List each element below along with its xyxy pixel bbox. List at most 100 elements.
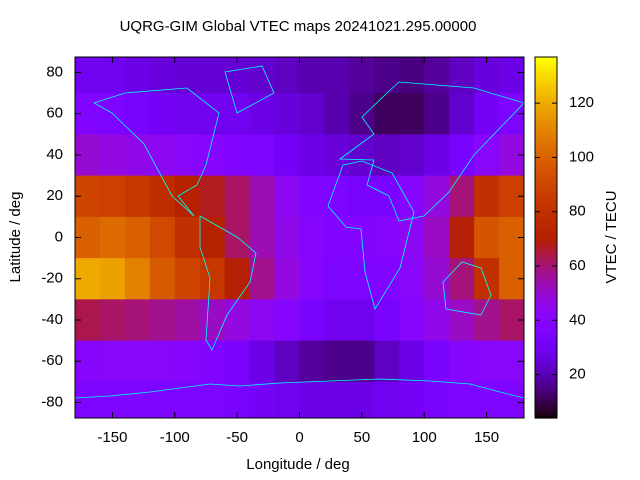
- heatmap-cell: [374, 258, 400, 300]
- heatmap-cell: [424, 340, 450, 383]
- heatmap-cell: [449, 340, 475, 383]
- heatmap-cell: [124, 93, 151, 135]
- colorbar-swatch: [535, 57, 557, 61]
- heatmap-cell: [424, 93, 450, 135]
- x-tick-label: 100: [412, 429, 437, 446]
- heatmap-cell: [249, 175, 276, 218]
- x-tick-label: 150: [474, 429, 499, 446]
- colorbar-swatch: [535, 198, 557, 202]
- heatmap-cell: [199, 258, 226, 300]
- heatmap-cell: [499, 57, 524, 94]
- heatmap-cell: [349, 134, 375, 177]
- heatmap-cell: [299, 340, 325, 383]
- colorbar-swatch: [535, 222, 557, 227]
- heatmap-cell: [499, 381, 524, 418]
- colorbar-swatch: [535, 390, 557, 395]
- coastline: [442, 261, 492, 316]
- heatmap-cell: [274, 299, 300, 342]
- colorbar-swatch: [535, 87, 557, 91]
- colorbar-swatch: [535, 345, 557, 350]
- heatmap-cell: [199, 299, 226, 342]
- colorbar-swatch: [535, 132, 557, 136]
- heatmap-cell: [299, 381, 325, 418]
- heatmap-cell: [224, 299, 251, 342]
- heatmap-cell: [249, 340, 276, 383]
- heatmap-cell: [274, 134, 300, 177]
- heatmap-cell: [349, 381, 375, 418]
- colorbar-swatch: [535, 351, 557, 356]
- colorbar-swatch: [535, 405, 557, 410]
- heatmap-cell: [249, 93, 276, 135]
- heatmap-cell: [199, 175, 226, 218]
- heatmap-cell: [324, 381, 350, 418]
- colorbar-swatch: [535, 216, 557, 221]
- heatmap-cell: [249, 134, 276, 177]
- heatmap-cell: [199, 216, 226, 259]
- colorbar-swatch: [535, 141, 557, 145]
- heatmap-cell: [99, 381, 126, 418]
- heatmap-cell: [324, 57, 350, 94]
- colorbar-swatch: [535, 363, 557, 368]
- colorbar-swatch: [535, 93, 557, 97]
- colorbar-tick-label: 40: [569, 311, 586, 328]
- heatmap-cell: [374, 93, 400, 135]
- colorbar-swatch: [535, 156, 557, 160]
- colorbar-swatch: [535, 267, 557, 272]
- colorbar-swatch: [535, 243, 557, 248]
- heatmap-cell: [474, 381, 500, 418]
- heatmap-cell: [75, 57, 101, 94]
- heatmap-cell: [374, 381, 400, 418]
- colorbar-swatch: [535, 327, 557, 332]
- heatmap-cell: [324, 299, 350, 342]
- colorbar-swatch: [535, 225, 557, 230]
- heatmap-cell: [374, 340, 400, 383]
- colorbar-swatch: [535, 273, 557, 278]
- heatmap-cell: [324, 258, 350, 300]
- colorbar-swatch: [535, 192, 557, 196]
- colorbar-swatch: [535, 321, 557, 326]
- heatmap-cell: [274, 381, 300, 418]
- heatmap-cell: [124, 299, 151, 342]
- heatmap-cell: [424, 381, 450, 418]
- colorbar-swatch: [535, 114, 557, 118]
- heatmap-cell: [249, 57, 276, 94]
- colorbar-frame: [534, 56, 558, 419]
- colorbar-swatch: [535, 354, 557, 359]
- x-tick-label: 0: [295, 429, 303, 446]
- colorbar-swatch: [535, 204, 557, 209]
- heatmap-cell: [449, 299, 475, 342]
- heatmap-cell: [174, 216, 201, 259]
- heatmap-cell: [324, 340, 350, 383]
- x-tick-label: -100: [160, 429, 190, 446]
- colorbar-swatch: [535, 75, 557, 79]
- colorbar-swatch: [535, 150, 557, 154]
- heatmap-cell: [299, 175, 325, 218]
- colorbar-swatch: [535, 66, 557, 70]
- colorbar-swatch: [535, 81, 557, 85]
- colorbar-swatch: [535, 303, 557, 308]
- heatmap-cell: [124, 57, 151, 94]
- heatmap-cell: [374, 175, 400, 218]
- heatmap-cell: [449, 216, 475, 259]
- heatmap-cell: [299, 93, 325, 135]
- heatmap-cell: [274, 57, 300, 94]
- colorbar-swatch: [535, 252, 557, 257]
- x-tick-label: -150: [97, 429, 127, 446]
- heatmap-cell: [224, 175, 251, 218]
- heatmap-cell: [474, 258, 500, 300]
- coastline: [224, 65, 275, 114]
- colorbar-swatch: [535, 255, 557, 260]
- heatmap-cell: [224, 258, 251, 300]
- heatmap-cell: [149, 57, 176, 94]
- heatmap-cell: [274, 93, 300, 135]
- coastline: [338, 81, 524, 222]
- colorbar-swatch: [535, 210, 557, 215]
- heatmap-cell: [349, 93, 375, 135]
- x-tick-label: -50: [226, 429, 248, 446]
- colorbar-swatch: [535, 339, 557, 344]
- heatmap-cell: [374, 299, 400, 342]
- colorbar-tick-label: 100: [569, 148, 594, 165]
- colorbar-swatch: [535, 144, 557, 148]
- colorbar-swatch: [535, 375, 557, 380]
- colorbar-swatch: [535, 333, 557, 338]
